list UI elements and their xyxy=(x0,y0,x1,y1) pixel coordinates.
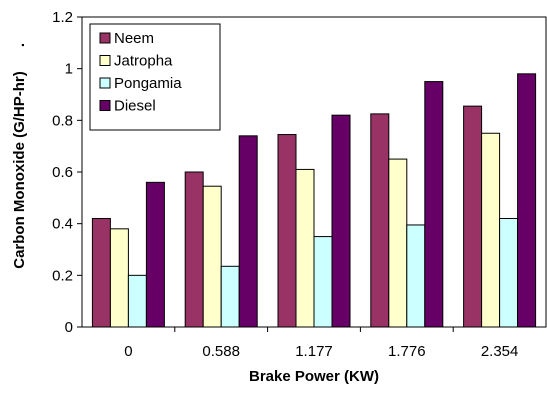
legend-label-neem: Neem xyxy=(114,30,154,47)
x-tick-label: 1.776 xyxy=(388,343,426,360)
bar-neem-1 xyxy=(184,171,204,328)
y-axis-title-suffix: . xyxy=(11,43,28,47)
y-tick-label: 1.2 xyxy=(52,9,73,26)
bar-diesel-2 xyxy=(331,114,351,328)
bar-jatropha-1 xyxy=(202,185,222,328)
legend: Neem Jatropha Pongamia Diesel xyxy=(89,23,221,131)
x-tick-label: 2.354 xyxy=(481,343,519,360)
legend-label-diesel: Diesel xyxy=(114,98,156,115)
y-tick-label: 0 xyxy=(65,319,73,336)
bar-pongamia-0 xyxy=(127,274,147,328)
bar-pongamia-3 xyxy=(406,224,426,328)
bar-diesel-4 xyxy=(517,73,537,328)
bar-neem-3 xyxy=(370,113,390,328)
legend-box xyxy=(89,23,221,131)
bar-jatropha-0 xyxy=(109,228,129,328)
bars xyxy=(91,73,537,328)
bar-pongamia-2 xyxy=(313,236,333,328)
bar-diesel-3 xyxy=(424,81,444,328)
legend-label-pongamia: Pongamia xyxy=(114,75,182,92)
y-tick-label: 1 xyxy=(65,61,73,78)
bar-pongamia-4 xyxy=(499,218,519,328)
bar-diesel-0 xyxy=(145,181,165,328)
bar-jatropha-4 xyxy=(481,132,501,328)
x-tick-label: 0 xyxy=(124,343,132,360)
y-tick-label: 0.8 xyxy=(52,112,73,129)
x-tick-label: 0.588 xyxy=(202,343,240,360)
bar-jatropha-3 xyxy=(388,158,408,328)
bar-neem-0 xyxy=(91,218,111,328)
x-axis-title: Brake Power (KW) xyxy=(249,368,379,385)
legend-swatch-jatropha xyxy=(99,55,111,66)
bar-pongamia-1 xyxy=(220,265,240,328)
tick-labels: 0 0.2 0.4 0.6 0.8 1 1.2 0 0.588 1.177 1.776 2.354 xyxy=(52,9,518,360)
y-tick-label: 0.4 xyxy=(52,216,73,233)
y-tick-label: 0.2 xyxy=(52,267,73,284)
legend-swatch-diesel xyxy=(99,100,111,111)
legend-swatch-neem xyxy=(99,32,111,44)
bar-jatropha-2 xyxy=(295,168,315,328)
legend-swatch-pongamia xyxy=(99,77,111,89)
bar-diesel-1 xyxy=(238,135,258,328)
y-tick-label: 0.6 xyxy=(52,164,73,181)
y-axis-title: Carbon Monoxide (G/HP-hr) xyxy=(11,71,28,269)
bar-neem-4 xyxy=(463,105,483,328)
bar-neem-2 xyxy=(277,134,297,328)
legend-label-jatropha: Jatropha xyxy=(114,53,173,70)
x-tick-label: 1.177 xyxy=(295,343,333,360)
